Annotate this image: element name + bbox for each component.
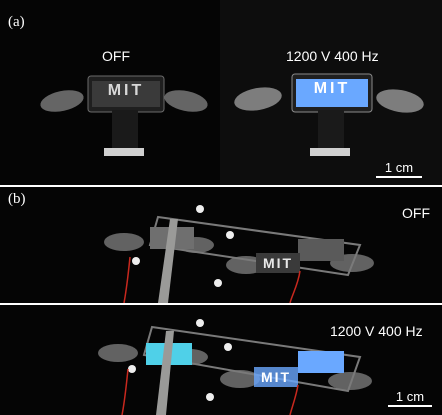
marker (214, 279, 222, 287)
marker (128, 365, 136, 373)
wing (104, 233, 144, 251)
mount-clip (310, 148, 350, 156)
panel-b-off-photo: (b) OFF MIT (0, 187, 442, 303)
wire (121, 368, 129, 415)
panel-b-label: (b) (8, 191, 26, 207)
device-text-b-on: MIT (260, 369, 292, 385)
actuator-glow-2 (298, 351, 344, 373)
scale-bar-a: 1 cm (376, 160, 422, 178)
scale-line-b (388, 405, 432, 407)
wire (123, 256, 131, 303)
wire (289, 384, 299, 415)
robot-on (234, 73, 424, 156)
robot-b-on (98, 319, 372, 415)
mount-clip (104, 148, 144, 156)
panel-b-on-photo: 1200 V 400 Hz MIT 1 cm (0, 305, 442, 415)
voltage-caption-b: 1200 V 400 Hz (330, 323, 423, 339)
panel-b-on-graphics (98, 319, 372, 415)
marker (196, 205, 204, 213)
wing (98, 344, 138, 362)
device-text-b-off: MIT (262, 255, 294, 271)
voltage-caption: 1200 V 400 Hz (286, 48, 379, 64)
wing (328, 372, 372, 390)
actuator-core (92, 81, 160, 107)
right-wing (376, 89, 424, 113)
scale-line-a (376, 176, 422, 178)
actuator-glow (296, 79, 368, 107)
panel-a-label: (a) (8, 14, 25, 30)
support-rod (158, 219, 178, 303)
robot-b-off (104, 205, 374, 303)
marker (206, 393, 214, 401)
panel-a-photo: (a) OFF 1200 V 400 Hz MIT MIT 1 cm (0, 0, 442, 185)
panel-a-graphics (40, 0, 442, 185)
marker (132, 257, 140, 265)
wire (289, 270, 301, 303)
marker (196, 319, 204, 327)
support-rod (156, 331, 174, 415)
scale-label-b: 1 cm (395, 389, 425, 404)
scale-label-a: 1 cm (384, 160, 414, 175)
robot-off (40, 75, 208, 156)
marker (224, 343, 232, 351)
left-wing (40, 90, 84, 112)
actuator-2 (298, 239, 344, 261)
scale-bar-b: 1 cm (388, 389, 432, 407)
off-caption-b: OFF (402, 205, 430, 221)
device-text-off: MIT (107, 82, 145, 99)
panel-b-off-graphics (104, 205, 374, 303)
marker (226, 231, 234, 239)
off-caption: OFF (102, 48, 130, 64)
right-wing (164, 90, 208, 112)
actuator-glow-3 (254, 367, 298, 387)
left-wing (234, 87, 282, 111)
actuator-3 (256, 253, 300, 273)
device-text-on: MIT (313, 80, 351, 97)
